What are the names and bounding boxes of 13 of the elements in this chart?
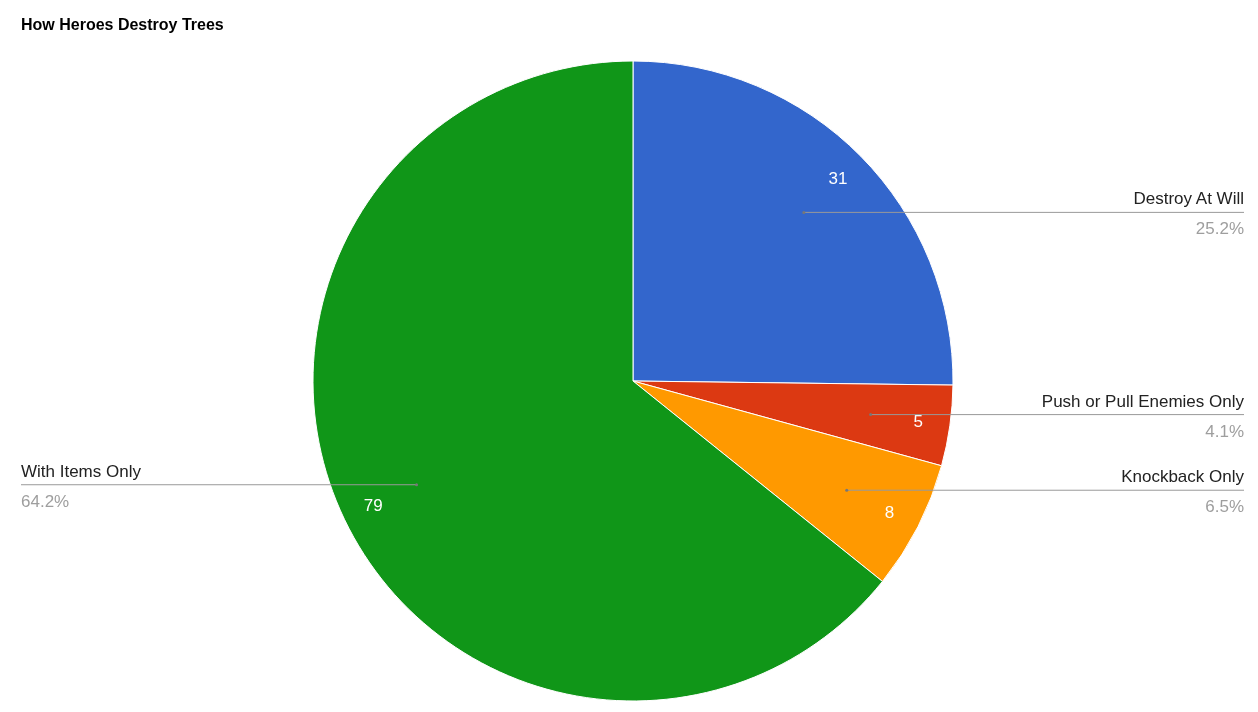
- data-label: 5: [913, 411, 923, 431]
- text: 6.5%: [1205, 497, 1244, 517]
- chart-title: How Heroes Destroy Trees: [21, 16, 224, 33]
- slice-label: Destroy At Will: [1133, 189, 1244, 209]
- data-label: 31: [828, 169, 848, 189]
- data-label: 79: [363, 495, 383, 515]
- slice-label: With Items Only: [21, 461, 142, 481]
- text: 25.2%: [1195, 219, 1244, 239]
- slice-label: Push or Pull Enemies Only: [1041, 391, 1245, 411]
- data-label: 8: [884, 502, 895, 522]
- slice-label: Knockback Only: [1121, 467, 1245, 487]
- text: 64.2%: [21, 491, 70, 511]
- text: 4.1%: [1205, 421, 1244, 441]
